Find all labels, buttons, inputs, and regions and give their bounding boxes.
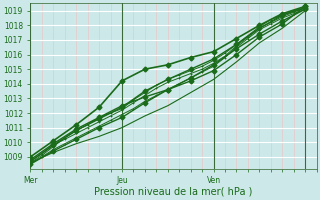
X-axis label: Pression niveau de la mer( hPa ): Pression niveau de la mer( hPa ) [94,187,253,197]
